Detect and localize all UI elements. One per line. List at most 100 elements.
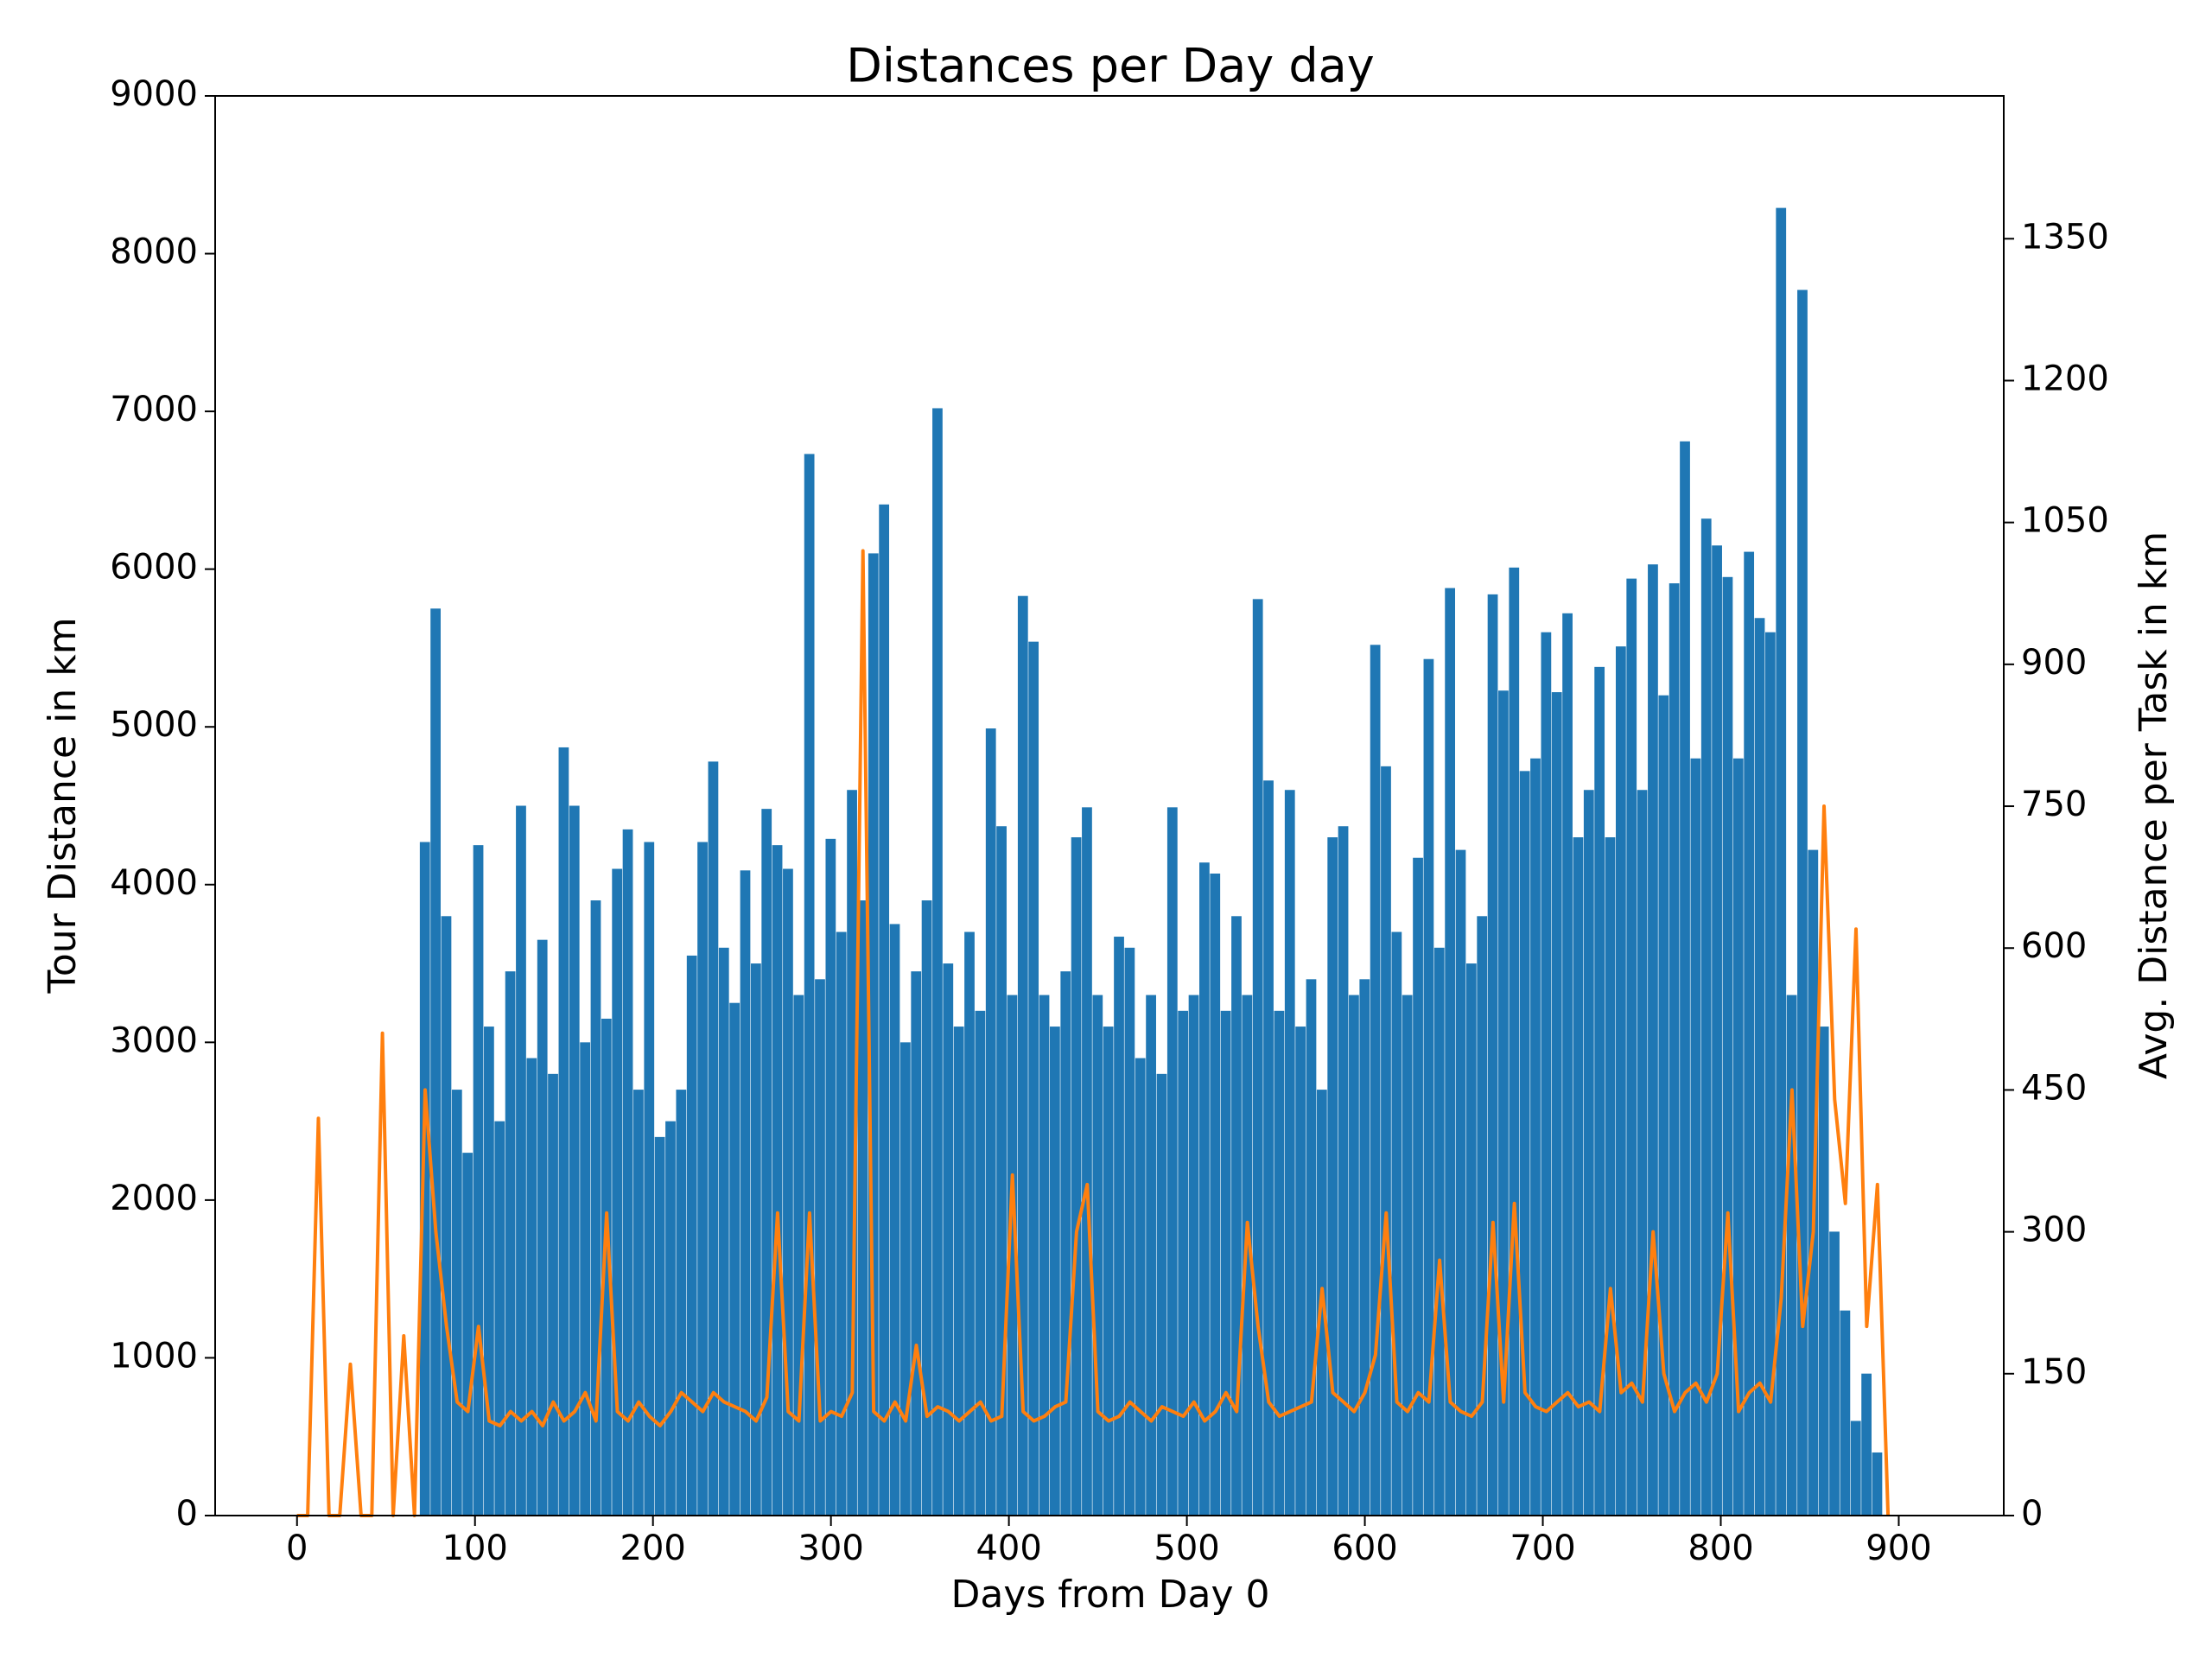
bar — [1231, 916, 1242, 1516]
y2-tick-label: 300 — [2021, 1211, 2087, 1250]
bar — [1274, 1010, 1285, 1516]
bar — [1498, 690, 1509, 1516]
bar — [921, 900, 932, 1516]
bar — [1103, 1027, 1114, 1516]
bar — [996, 826, 1007, 1516]
bar — [1477, 916, 1488, 1516]
bar — [1007, 995, 1018, 1516]
bar — [815, 979, 825, 1516]
bar — [1338, 826, 1349, 1516]
bar — [516, 805, 526, 1516]
bar — [772, 845, 783, 1516]
bar — [825, 838, 836, 1516]
x-tick-label: 200 — [620, 1529, 686, 1568]
bar — [1146, 995, 1156, 1516]
bar — [1381, 766, 1391, 1516]
bar — [697, 842, 708, 1516]
bar — [1850, 1421, 1861, 1516]
bar — [750, 963, 761, 1516]
bar — [1370, 645, 1381, 1516]
bar — [932, 408, 943, 1516]
bar — [1722, 576, 1733, 1516]
bar — [740, 870, 751, 1516]
bar — [1284, 790, 1295, 1516]
bar — [1391, 931, 1402, 1516]
bar — [718, 947, 729, 1516]
bar — [1583, 790, 1594, 1516]
line — [296, 549, 1891, 1517]
y-tick-label: 9000 — [110, 74, 198, 114]
bar — [622, 829, 633, 1516]
bar — [1786, 995, 1797, 1516]
bar — [484, 1027, 494, 1516]
bar — [1519, 771, 1530, 1516]
bar — [580, 1042, 590, 1516]
x-tick-label: 400 — [976, 1529, 1041, 1568]
bar — [1178, 1010, 1189, 1516]
bar — [665, 1121, 676, 1516]
chart-title: Distances per Day day — [846, 39, 1374, 93]
bar — [1872, 1452, 1883, 1516]
bar — [1349, 995, 1359, 1516]
bar — [1220, 1010, 1231, 1516]
bar — [686, 955, 697, 1516]
bar — [964, 931, 975, 1516]
bar — [783, 868, 793, 1516]
bar — [899, 1042, 911, 1516]
bar — [1327, 837, 1338, 1516]
bar — [644, 842, 655, 1516]
bar — [1114, 937, 1124, 1516]
bar — [1680, 441, 1690, 1516]
bar — [1551, 692, 1562, 1516]
bar — [1455, 849, 1466, 1516]
bar — [633, 1090, 644, 1516]
bar — [1669, 583, 1680, 1516]
bar — [1712, 545, 1722, 1516]
bar — [1050, 1027, 1060, 1516]
bar — [1648, 564, 1658, 1516]
y2-tick-label: 600 — [2021, 926, 2087, 966]
x-tick-label: 700 — [1510, 1529, 1575, 1568]
bar — [1402, 995, 1413, 1516]
bar — [1082, 807, 1092, 1516]
bar — [1637, 790, 1648, 1516]
x-tick-label: 0 — [286, 1529, 308, 1568]
bar — [569, 805, 580, 1516]
bar — [761, 809, 772, 1516]
bar — [943, 963, 954, 1516]
bar — [857, 900, 868, 1516]
bar — [1818, 1027, 1829, 1516]
bar — [836, 931, 847, 1516]
bar — [1295, 1027, 1306, 1516]
bar — [804, 454, 815, 1516]
bar — [1199, 862, 1210, 1516]
bar — [868, 553, 879, 1516]
bar — [1124, 947, 1135, 1516]
bar — [1765, 632, 1776, 1516]
bar — [1465, 963, 1477, 1516]
y2-tick-label: 0 — [2021, 1494, 2043, 1534]
bar — [975, 1010, 986, 1516]
x-tick-label: 300 — [798, 1529, 863, 1568]
bar — [1263, 780, 1274, 1516]
bar — [1776, 207, 1787, 1516]
bar — [537, 939, 548, 1516]
y-tick-label: 6000 — [110, 548, 198, 588]
y-tick-label: 4000 — [110, 863, 198, 903]
y-tick-label: 0 — [176, 1494, 198, 1534]
bar — [1829, 1231, 1840, 1516]
bar — [1166, 807, 1178, 1516]
bar — [548, 1073, 558, 1516]
bar — [601, 1018, 612, 1516]
bar — [1039, 995, 1050, 1516]
bar — [419, 842, 430, 1516]
bar — [1092, 995, 1103, 1516]
bar — [1615, 646, 1626, 1516]
bar — [558, 747, 569, 1516]
bar — [911, 971, 922, 1516]
bar — [1210, 873, 1221, 1516]
bar — [451, 1090, 462, 1516]
y2-axis-label: Avg. Distance per Task in km — [2132, 531, 2176, 1079]
bar — [985, 728, 996, 1516]
